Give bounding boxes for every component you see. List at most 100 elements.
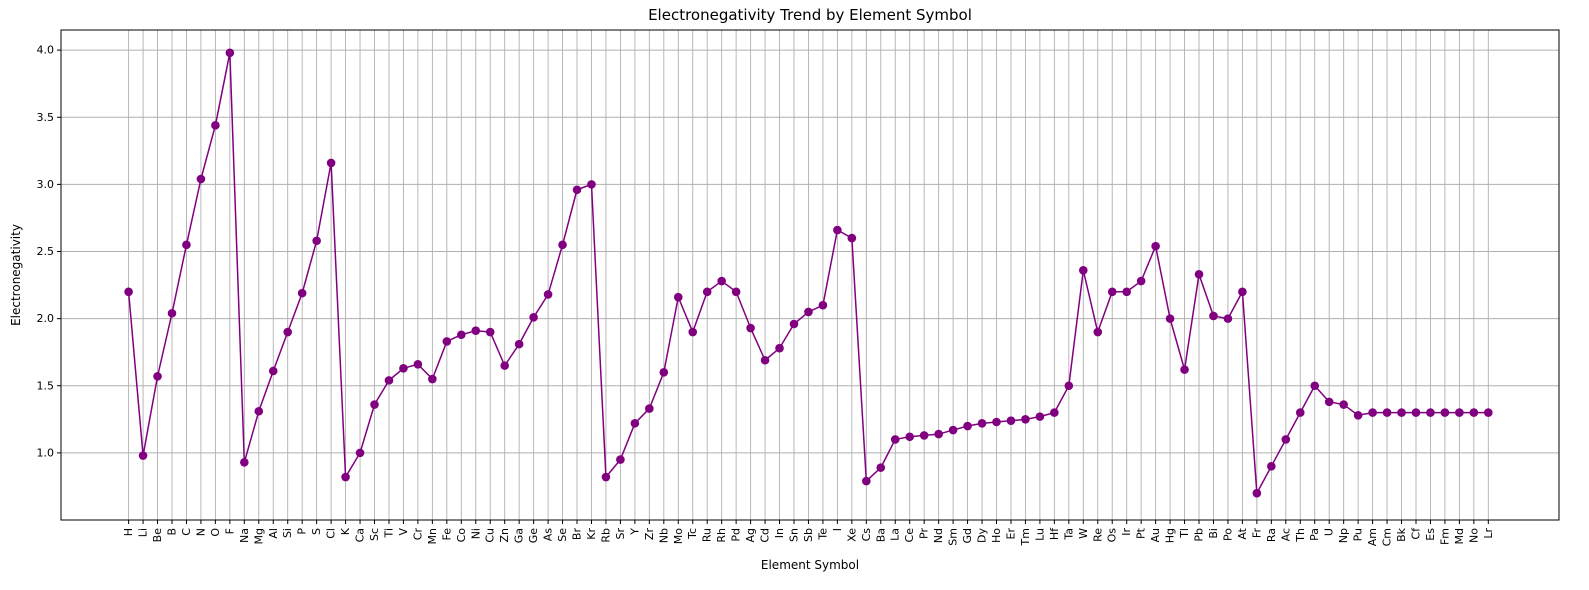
- x-tick-label: Hg: [1164, 528, 1177, 543]
- data-point: [992, 417, 1001, 427]
- x-tick-label: Sm: [947, 528, 960, 546]
- x-tick-label: Cm: [1381, 528, 1394, 546]
- data-point: [963, 421, 972, 431]
- x-tick-label: Am: [1366, 528, 1379, 546]
- x-tick-label: Zr: [643, 528, 656, 541]
- x-tick-label: Pb: [1193, 528, 1206, 542]
- data-point: [1209, 311, 1218, 321]
- data-point: [196, 174, 206, 184]
- data-point: [1455, 408, 1464, 417]
- data-point: [1469, 408, 1479, 417]
- x-tick-label: B: [165, 528, 178, 536]
- x-tick-label: Th: [1294, 528, 1307, 543]
- x-tick-label: Bk: [1395, 527, 1408, 542]
- x-tick-label: Ru: [701, 528, 714, 542]
- y-tick-label: 2.5: [37, 245, 55, 258]
- data-point: [1382, 408, 1392, 417]
- data-point: [1006, 416, 1016, 425]
- x-tick-label: Tl: [1178, 528, 1191, 539]
- x-tick-label: I: [831, 528, 844, 531]
- data-point: [442, 337, 452, 346]
- x-tick-label: Cf: [1409, 527, 1422, 540]
- x-tick-label: Md: [1453, 528, 1466, 544]
- x-tick-label: C: [180, 528, 193, 536]
- x-tick-label: Er: [1004, 528, 1017, 540]
- data-point: [326, 158, 336, 168]
- data-point: [789, 319, 799, 329]
- x-tick-label: Tc: [686, 528, 699, 540]
- data-point: [601, 472, 611, 482]
- data-point: [948, 425, 958, 435]
- data-point: [746, 323, 755, 333]
- x-tick-label: F: [223, 528, 236, 534]
- x-tick-label: As: [542, 528, 555, 542]
- x-tick-label: Es: [1424, 528, 1437, 541]
- data-point: [297, 288, 307, 298]
- x-tick-label: Be: [151, 528, 164, 543]
- x-tick-label: Lr: [1482, 528, 1495, 539]
- x-tick-label: Kr: [585, 528, 598, 540]
- x-tick-label: Ga: [513, 528, 526, 543]
- data-point: [312, 236, 321, 246]
- points-layer: [124, 48, 1493, 498]
- data-point: [673, 292, 683, 302]
- data-point: [1107, 287, 1117, 297]
- x-tick-label: Sb: [802, 528, 815, 542]
- data-point: [1339, 400, 1348, 409]
- data-point: [1484, 408, 1493, 417]
- data-point: [355, 448, 365, 458]
- x-tick-label: Ge: [527, 528, 540, 544]
- data-point: [456, 330, 466, 340]
- data-point: [399, 364, 408, 373]
- x-tick-label: Pr: [918, 528, 931, 539]
- data-point: [934, 429, 943, 439]
- x-tick-label: Na: [238, 528, 251, 543]
- x-tick-label: La: [889, 528, 902, 541]
- x-tick-label: Rb: [599, 528, 612, 543]
- chart-title: Electronegativity Trend by Element Symbo…: [648, 6, 972, 24]
- x-tick-label: Cd: [759, 528, 772, 543]
- x-tick-label: At: [1236, 527, 1249, 539]
- y-tick-label: 3.0: [37, 178, 55, 191]
- data-point: [876, 463, 886, 472]
- data-point: [1078, 266, 1088, 275]
- x-tick-label: N: [194, 528, 207, 536]
- x-tick-label: Ba: [874, 528, 887, 542]
- x-tick-label: Te: [816, 528, 829, 541]
- data-point: [138, 451, 148, 460]
- data-point: [1281, 435, 1291, 444]
- x-tick-label: Cr: [411, 528, 424, 541]
- data-point: [1324, 397, 1334, 407]
- x-tick-label: W: [1077, 528, 1090, 539]
- x-tick-label: Si: [281, 528, 294, 538]
- data-point: [1165, 314, 1175, 323]
- data-point: [919, 431, 929, 440]
- data-point: [1411, 408, 1421, 417]
- x-tick-label: Xe: [845, 528, 858, 542]
- x-tick-label: Pu: [1352, 528, 1365, 541]
- x-tick-label: Li: [137, 528, 150, 537]
- data-point: [370, 400, 379, 409]
- data-point: [572, 185, 582, 195]
- data-point: [1180, 365, 1189, 374]
- data-point: [268, 366, 278, 376]
- data-point: [413, 359, 423, 369]
- x-tick-label: Ra: [1265, 528, 1278, 542]
- x-tick-label: Br: [571, 528, 584, 541]
- x-tick-label: Zn: [498, 528, 511, 543]
- x-tick-label: Os: [1106, 528, 1119, 543]
- data-point: [471, 326, 481, 336]
- data-point: [1035, 412, 1045, 421]
- data-point: [587, 180, 596, 189]
- x-tick-label: Mo: [672, 528, 685, 544]
- data-point: [1267, 462, 1276, 471]
- plot-frame: [60, 29, 1560, 521]
- y-axis-ticks: 1.0 1.5 2.0 2.5 3.0 3.5 4.0: [37, 44, 61, 459]
- data-point: [818, 300, 828, 310]
- data-point: [804, 307, 813, 317]
- x-tick-label: Cu: [484, 528, 497, 543]
- data-point: [1238, 287, 1247, 297]
- data-point: [1194, 270, 1204, 279]
- x-tick-label: Pt: [1135, 527, 1148, 539]
- x-tick-label: Np: [1337, 528, 1350, 543]
